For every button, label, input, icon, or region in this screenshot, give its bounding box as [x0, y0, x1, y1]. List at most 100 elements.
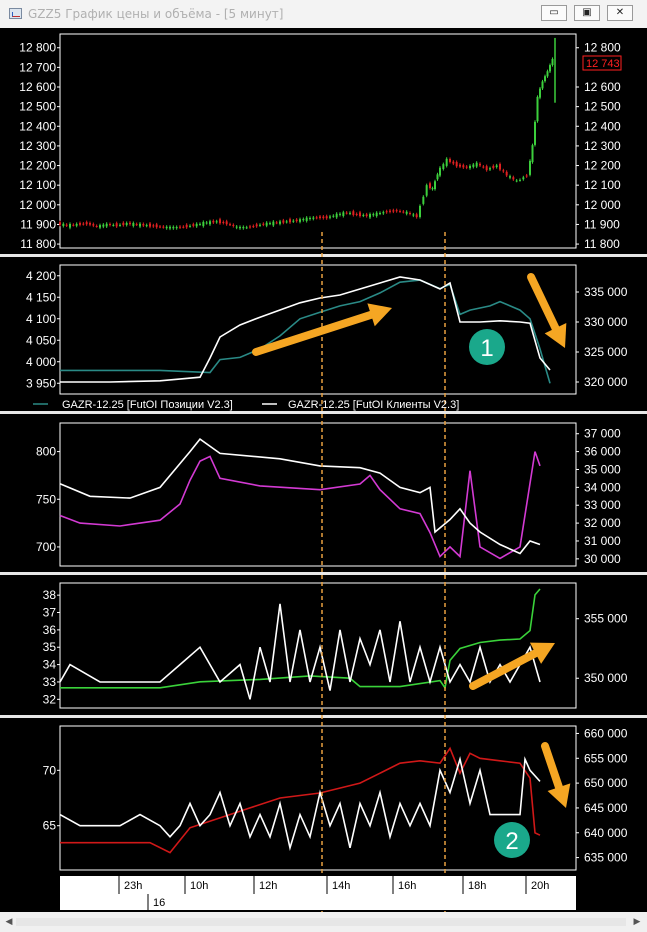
- candle-body: [132, 223, 135, 226]
- candle-body: [225, 221, 228, 225]
- candle-body: [395, 210, 398, 212]
- tick-label: 32: [43, 692, 57, 706]
- tick-label: 12 300: [19, 139, 56, 153]
- chart-area: [0, 28, 647, 912]
- restore-button[interactable]: ▣: [574, 5, 600, 21]
- tick-label: 12 000: [584, 198, 621, 212]
- horizontal-scrollbar[interactable]: ◀ ▶: [0, 912, 647, 932]
- tick-label: 12 100: [19, 178, 56, 192]
- trend-arrow-icon: [469, 649, 540, 690]
- candle-body: [529, 160, 531, 175]
- tick-label: 33 000: [584, 498, 621, 512]
- candle-body: [339, 213, 341, 215]
- candle-body: [531, 145, 534, 163]
- tick-label: 650 000: [584, 776, 628, 790]
- tick-label: 350 000: [584, 671, 628, 685]
- candle-body: [185, 224, 188, 228]
- candle-body: [105, 223, 108, 227]
- candle-body: [285, 221, 288, 223]
- candle-body: [305, 217, 308, 221]
- candle-body: [179, 226, 181, 228]
- minimize-button[interactable]: ▭: [541, 5, 567, 21]
- candle-body: [475, 162, 478, 167]
- scroll-left-icon[interactable]: ◀: [5, 917, 13, 927]
- candle-body: [252, 226, 255, 228]
- legend-clients: GAZR-12.25 [FutOI Клиенты V2.3]: [288, 399, 459, 411]
- candle-body: [222, 221, 225, 223]
- candle-body: [505, 171, 508, 176]
- candle-body: [169, 226, 171, 229]
- tick-label: 36: [43, 623, 57, 637]
- tick-label: 4 050: [26, 333, 56, 347]
- close-button[interactable]: ✕: [607, 5, 633, 21]
- candle-body: [119, 224, 121, 226]
- candle-body: [199, 223, 201, 225]
- tick-label: 30 000: [584, 552, 621, 566]
- candle-body: [275, 222, 278, 224]
- candle-body: [502, 170, 505, 172]
- tick-label: 12 100: [584, 178, 621, 192]
- candle-body: [534, 121, 536, 145]
- candle-body: [219, 219, 221, 224]
- candle-body: [355, 213, 358, 215]
- tick-label: 4 150: [26, 290, 56, 304]
- candle-body: [202, 221, 205, 227]
- candle-body: [59, 222, 61, 225]
- pane-separator[interactable]: [0, 715, 647, 718]
- candle-body: [135, 224, 138, 226]
- last-price-label: 12 743: [586, 58, 620, 70]
- candle-body: [259, 224, 261, 226]
- candle-body: [212, 220, 215, 223]
- candle-body: [282, 220, 285, 223]
- candle-body: [175, 227, 178, 229]
- tick-label: 34: [43, 658, 57, 672]
- candle-body: [434, 181, 436, 190]
- candle-body: [302, 219, 305, 221]
- candle-body: [265, 222, 268, 226]
- pane-separator[interactable]: [0, 572, 647, 575]
- candle-body: [129, 222, 131, 225]
- tick-label: 4 200: [26, 269, 56, 283]
- scroll-track[interactable]: [16, 918, 626, 926]
- candle-body: [409, 212, 411, 214]
- last-price-tag: [582, 55, 622, 71]
- tick-label: 12 700: [19, 60, 56, 74]
- candle-body: [335, 213, 338, 218]
- candle-body: [235, 226, 238, 228]
- candle-body: [262, 223, 265, 225]
- pane-separator[interactable]: [0, 254, 647, 257]
- scroll-right-icon[interactable]: ▶: [633, 917, 641, 927]
- candle-body: [292, 220, 295, 222]
- tick-label: 31 000: [584, 534, 621, 548]
- candle-body: [159, 226, 161, 228]
- tick-label: 12 400: [19, 119, 56, 133]
- trend-arrow-icon: [547, 783, 571, 808]
- tick-label: 700: [36, 540, 56, 554]
- series-line: [59, 603, 541, 700]
- candle-body: [279, 221, 281, 224]
- tick-label: 12 300: [584, 139, 621, 153]
- candle-body: [102, 224, 105, 227]
- tick-label: 12 500: [584, 100, 621, 114]
- pane-separator[interactable]: [0, 411, 647, 414]
- candle-body: [142, 224, 145, 226]
- candle-body: [122, 222, 125, 226]
- candle-body: [349, 212, 351, 214]
- trend-arrow-icon: [541, 742, 563, 792]
- candle-body: [82, 223, 85, 225]
- pane-frame: [59, 582, 577, 709]
- candle-body: [392, 210, 395, 212]
- candle-body: [229, 224, 231, 226]
- tick-label: 35 000: [584, 462, 621, 476]
- candle-body: [472, 164, 475, 167]
- tick-label: 34 000: [584, 480, 621, 494]
- candle-body: [65, 224, 68, 226]
- tick-label: 36 000: [584, 445, 621, 459]
- candle-body: [289, 219, 291, 223]
- candle-body: [455, 162, 458, 167]
- candle-body: [172, 226, 175, 229]
- candle-body: [465, 166, 468, 168]
- badge-1: [469, 329, 505, 365]
- candle-body: [99, 225, 101, 228]
